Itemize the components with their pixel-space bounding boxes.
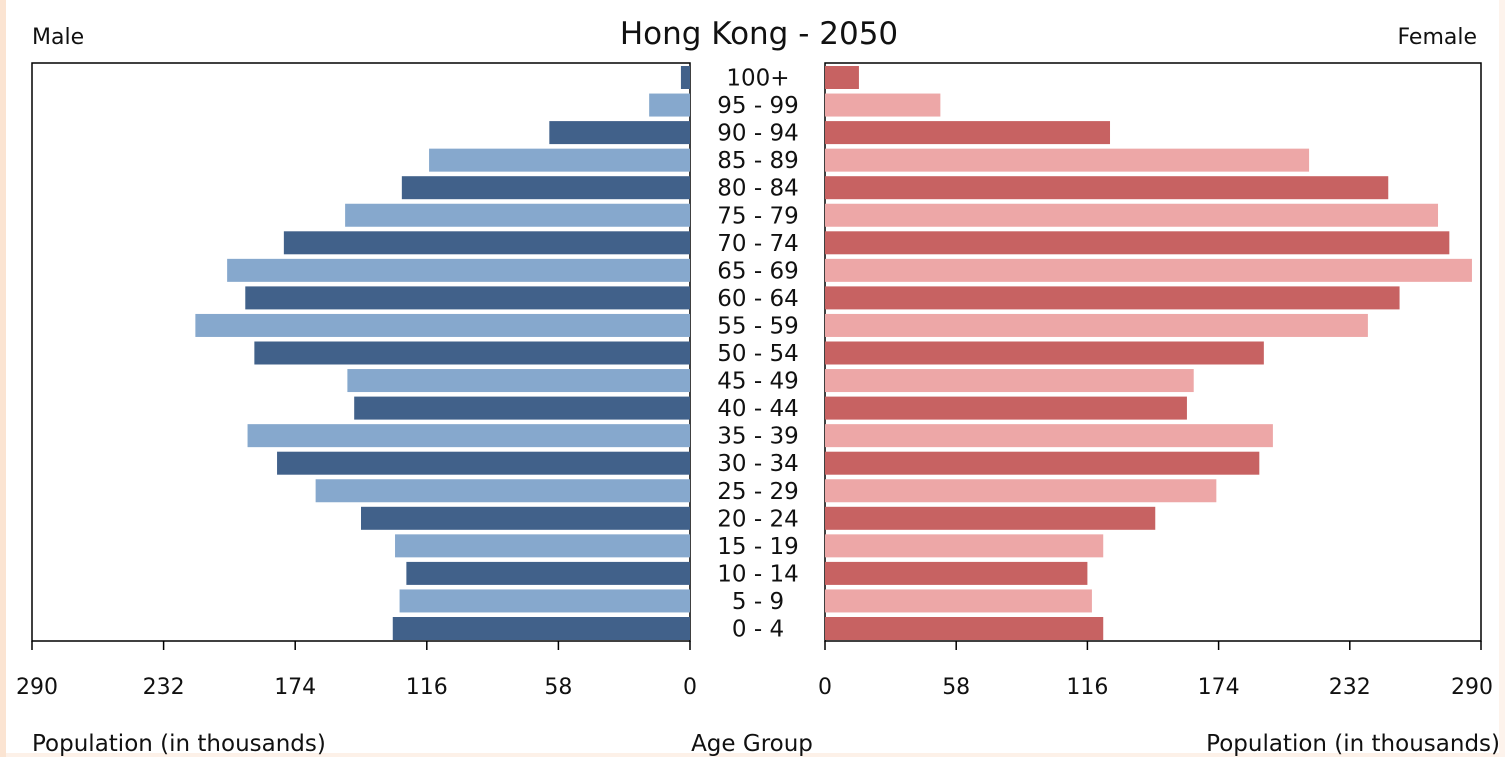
male-bar: [283, 231, 690, 255]
age-group-label: 85 - 89: [717, 148, 798, 174]
age-group-label: 60 - 64: [717, 286, 798, 312]
male-label: Male: [32, 25, 84, 50]
female-bar: [825, 203, 1439, 227]
female-bars: [825, 66, 1472, 640]
male-bar: [345, 203, 690, 227]
female-x-axis-label: Population (in thousands): [1206, 731, 1500, 757]
age-group-label: 45 - 49: [717, 369, 798, 395]
female-bar: [825, 424, 1273, 448]
female-bar: [825, 341, 1264, 365]
female-bar: [825, 396, 1187, 420]
age-group-label: 30 - 34: [717, 451, 798, 477]
male-tick-label: 0: [683, 675, 697, 700]
male-bar: [392, 617, 690, 640]
female-tick-label: 58: [942, 675, 970, 700]
male-bar: [245, 286, 690, 310]
age-group-label: 75 - 79: [717, 203, 798, 229]
female-bar: [825, 617, 1104, 640]
male-bar: [399, 589, 690, 613]
male-bar: [254, 341, 690, 365]
female-bar: [825, 286, 1400, 310]
female-bar: [825, 66, 859, 89]
age-group-label: 20 - 24: [717, 506, 798, 532]
male-tick-label: 58: [544, 675, 572, 700]
male-bar: [247, 424, 690, 448]
age-group-label: 50 - 54: [717, 341, 798, 367]
age-group-label: 55 - 59: [717, 313, 798, 339]
female-tick-label: 0: [818, 675, 832, 700]
female-bar: [825, 534, 1104, 558]
age-group-label: 40 - 44: [717, 396, 798, 422]
male-bar: [347, 369, 690, 393]
age-group-label: 10 - 14: [717, 561, 798, 587]
female-tick-label: 116: [1066, 675, 1108, 700]
female-bar: [825, 176, 1389, 200]
male-bar: [549, 121, 690, 145]
female-bar: [825, 231, 1450, 255]
female-tick-label: 290: [1451, 675, 1493, 700]
female-axis-ticks: 0 58 116 174 232 290: [818, 641, 1493, 700]
age-group-label: 35 - 39: [717, 424, 798, 450]
female-bar: [825, 258, 1472, 282]
male-tick-label: 174: [274, 675, 316, 700]
male-tick-label: 116: [406, 675, 448, 700]
female-bar: [825, 121, 1111, 145]
age-group-label: 5 - 9: [732, 589, 784, 615]
age-group-label: 25 - 29: [717, 479, 798, 505]
female-bar: [825, 313, 1368, 337]
female-tick-label: 174: [1198, 675, 1240, 700]
female-bar: [825, 506, 1156, 530]
age-group-axis-label: Age Group: [691, 731, 813, 757]
male-axis-ticks: 290 232 174 116 58 0: [16, 641, 697, 700]
male-bar: [315, 479, 690, 503]
female-bar: [825, 369, 1194, 393]
male-bar: [395, 534, 690, 558]
male-bars: [195, 66, 690, 640]
male-bar: [227, 258, 690, 282]
male-tick-label: 290: [16, 675, 58, 700]
female-bar: [825, 479, 1217, 503]
male-bar: [277, 451, 690, 475]
male-bar: [195, 313, 690, 337]
age-group-label: 80 - 84: [717, 176, 798, 202]
female-label: Female: [1397, 25, 1477, 50]
age-group-label: 65 - 69: [717, 258, 798, 284]
female-bar: [825, 451, 1260, 475]
male-bar: [401, 176, 690, 200]
male-bar: [354, 396, 690, 420]
age-group-label: 100+: [726, 66, 789, 92]
female-bar: [825, 148, 1310, 172]
male-bar: [649, 93, 690, 117]
age-group-label: 90 - 94: [717, 121, 798, 147]
female-tick-label: 232: [1329, 675, 1371, 700]
female-bar: [825, 93, 941, 117]
female-bar: [825, 589, 1092, 613]
male-bar: [680, 66, 690, 89]
male-bar: [361, 506, 690, 530]
male-x-axis-label: Population (in thousands): [32, 731, 326, 757]
age-group-label: 95 - 99: [717, 93, 798, 119]
age-group-label: 70 - 74: [717, 231, 798, 257]
age-group-label: 15 - 19: [717, 534, 798, 560]
male-bar: [429, 148, 690, 172]
age-group-label: 0 - 4: [732, 617, 784, 643]
male-tick-label: 232: [143, 675, 185, 700]
male-bar: [406, 561, 690, 585]
chart-title: Hong Kong - 2050: [620, 16, 898, 52]
female-bar: [825, 561, 1088, 585]
